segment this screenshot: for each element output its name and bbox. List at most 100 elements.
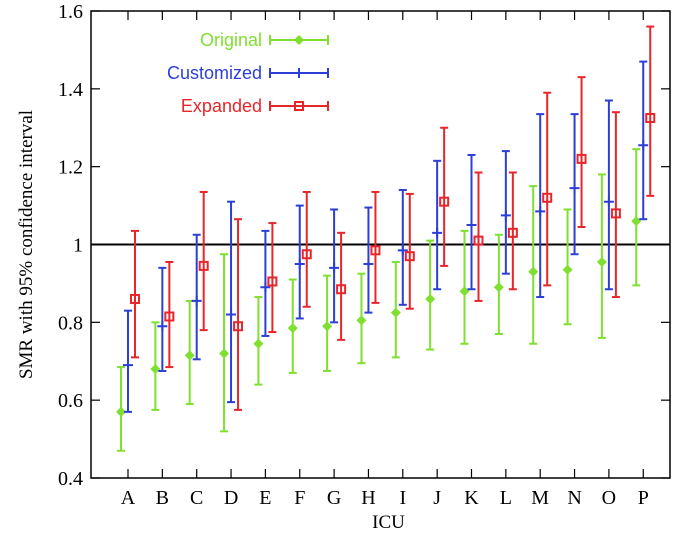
point-marker (363, 258, 374, 269)
x-tick-label: G (327, 487, 341, 509)
data-point (191, 233, 202, 361)
point-marker (631, 216, 642, 227)
data-point (301, 190, 312, 308)
data-point (507, 171, 518, 291)
data-point (631, 148, 642, 287)
point-marker (287, 323, 298, 334)
legend-marker (294, 68, 304, 78)
data-point (425, 239, 436, 351)
data-point (363, 206, 374, 314)
data-point (569, 113, 580, 256)
point-marker (329, 262, 340, 273)
point-marker (603, 196, 614, 207)
point-marker (535, 206, 546, 217)
y-tick-label: 1.2 (58, 157, 83, 179)
data-point (287, 278, 298, 374)
data-point (638, 60, 649, 221)
point-marker (576, 153, 587, 164)
data-point (164, 261, 175, 369)
legend-label: Expanded (181, 96, 262, 116)
y-tick-label: 1.6 (58, 1, 83, 23)
point-marker (356, 315, 367, 326)
legend: Original Customized Expanded (167, 30, 329, 116)
point-marker (157, 321, 168, 332)
point-marker (260, 282, 271, 293)
point-marker (493, 282, 504, 293)
series-customized (123, 60, 649, 413)
data-point (562, 208, 573, 326)
data-point (603, 99, 614, 291)
data-point (260, 229, 271, 337)
point-marker (336, 284, 347, 295)
data-point (459, 229, 470, 345)
point-marker (473, 235, 484, 246)
data-point (267, 222, 278, 334)
point-marker (500, 210, 511, 221)
x-tick-label: L (500, 487, 512, 509)
point-marker (123, 360, 133, 371)
point-marker (253, 338, 264, 349)
data-point (116, 366, 126, 452)
data-point (157, 266, 168, 372)
point-marker (562, 264, 573, 275)
point-marker (459, 286, 470, 297)
x-tick-label: E (259, 487, 271, 509)
x-tick-label: I (399, 487, 406, 509)
point-marker (645, 113, 656, 124)
x-tick-label: K (464, 487, 479, 509)
point-marker (439, 196, 450, 207)
point-marker (233, 321, 244, 332)
point-marker (294, 258, 305, 269)
point-marker (507, 227, 518, 238)
legend-label: Original (200, 30, 262, 50)
data-point (390, 261, 401, 359)
x-tick-label: M (531, 487, 549, 509)
x-tick-label: A (121, 487, 136, 509)
x-tick-label: N (567, 487, 581, 509)
point-marker (370, 245, 381, 256)
point-marker (150, 364, 161, 375)
point-marker (219, 348, 230, 359)
data-point (473, 171, 484, 302)
point-marker (191, 295, 202, 306)
x-tick-label: F (294, 487, 305, 509)
point-marker (569, 183, 580, 194)
data-point (219, 253, 230, 433)
data-point (253, 296, 264, 386)
data-point (500, 150, 511, 275)
point-marker (397, 245, 408, 256)
x-tick-label: D (224, 487, 238, 509)
point-marker (164, 311, 175, 322)
x-axis-title: ICU (372, 512, 405, 533)
legend-marker (294, 101, 304, 111)
legend-label: Customized (167, 63, 262, 83)
data-point (322, 274, 333, 372)
data-point (233, 218, 244, 411)
data-point (150, 321, 161, 411)
series-original (116, 148, 642, 452)
point-marker (466, 220, 477, 231)
x-tick-label: B (156, 487, 169, 509)
x-tick-label: C (190, 487, 203, 509)
point-marker (116, 406, 126, 417)
point-marker (425, 293, 436, 304)
series-expanded (130, 25, 656, 411)
data-point (130, 229, 140, 359)
data-point (397, 189, 408, 306)
x-tick-label: H (361, 487, 375, 509)
data-point (356, 272, 367, 365)
data-point (123, 309, 133, 413)
legend-entry: Expanded (181, 96, 329, 116)
data-point (294, 204, 305, 320)
y-tick-label: 0.4 (58, 468, 83, 490)
point-marker (638, 140, 649, 151)
point-marker (184, 350, 195, 361)
data-point (370, 190, 381, 304)
y-tick-label: 0.8 (58, 312, 83, 334)
x-tick-label: J (433, 487, 441, 509)
point-marker (390, 307, 401, 318)
point-marker (542, 192, 553, 203)
data-point (493, 233, 504, 336)
data-point (404, 192, 415, 310)
